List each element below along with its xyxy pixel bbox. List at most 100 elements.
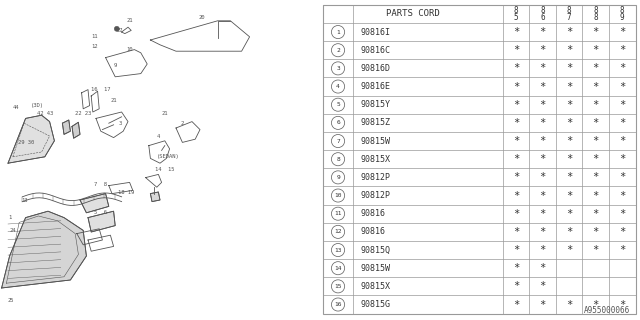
Text: 14: 14	[334, 266, 342, 271]
Text: *: *	[619, 82, 625, 92]
Text: 21: 21	[127, 18, 133, 23]
Text: *: *	[566, 63, 572, 73]
Text: 3: 3	[336, 66, 340, 71]
Text: *: *	[593, 63, 599, 73]
Text: 44: 44	[13, 105, 19, 110]
Text: 2: 2	[180, 121, 184, 126]
Text: *: *	[593, 27, 599, 37]
Text: *: *	[619, 118, 625, 128]
Text: 7: 7	[567, 13, 572, 22]
Text: *: *	[619, 45, 625, 55]
Text: 8: 8	[514, 6, 518, 15]
Text: 3: 3	[118, 121, 122, 126]
Polygon shape	[80, 194, 109, 213]
Text: *: *	[619, 209, 625, 219]
Text: *: *	[513, 100, 519, 110]
Text: *: *	[513, 27, 519, 37]
Text: 21: 21	[110, 98, 117, 103]
Polygon shape	[8, 115, 54, 163]
Text: *: *	[513, 227, 519, 237]
Text: 11: 11	[91, 34, 98, 39]
Text: 14  15: 14 15	[155, 167, 175, 172]
Text: 27: 27	[116, 28, 124, 33]
Text: *: *	[566, 27, 572, 37]
Text: *: *	[619, 190, 625, 201]
Text: *: *	[540, 82, 546, 92]
Text: *: *	[593, 154, 599, 164]
Text: 25: 25	[8, 298, 15, 303]
Text: 90816E: 90816E	[361, 82, 390, 91]
Text: 90816I: 90816I	[361, 28, 390, 36]
Text: 8: 8	[593, 13, 598, 22]
Text: 90812P: 90812P	[361, 191, 390, 200]
Polygon shape	[88, 211, 115, 232]
Text: 16  17: 16 17	[91, 87, 111, 92]
Text: *: *	[593, 172, 599, 182]
Text: 90815X: 90815X	[361, 155, 390, 164]
Text: 90816D: 90816D	[361, 64, 390, 73]
Text: *: *	[593, 136, 599, 146]
Text: 90816C: 90816C	[361, 46, 390, 55]
Text: *: *	[566, 300, 572, 309]
Text: *: *	[540, 190, 546, 201]
Text: 90812P: 90812P	[361, 173, 390, 182]
Text: *: *	[566, 172, 572, 182]
Text: 5  6: 5 6	[95, 210, 108, 215]
Text: 1: 1	[8, 215, 12, 220]
Text: 90816: 90816	[361, 227, 386, 236]
Text: *: *	[540, 172, 546, 182]
Text: 5: 5	[336, 102, 340, 107]
Text: *: *	[540, 27, 546, 37]
Text: 4: 4	[336, 84, 340, 89]
Text: 1: 1	[336, 29, 340, 35]
Text: *: *	[513, 209, 519, 219]
Text: *: *	[540, 100, 546, 110]
Polygon shape	[150, 192, 160, 202]
Text: 6: 6	[336, 120, 340, 125]
Text: *: *	[566, 82, 572, 92]
Text: (SEDAN): (SEDAN)	[157, 154, 180, 159]
Text: A955000066: A955000066	[584, 306, 630, 315]
Text: 8: 8	[593, 6, 598, 15]
Text: *: *	[513, 45, 519, 55]
Text: *: *	[619, 100, 625, 110]
Text: *: *	[513, 82, 519, 92]
Text: *: *	[593, 82, 599, 92]
Text: 22 23: 22 23	[76, 111, 92, 116]
Text: *: *	[540, 263, 546, 273]
Text: *: *	[566, 154, 572, 164]
Text: *: *	[513, 190, 519, 201]
Text: 90816: 90816	[361, 209, 386, 218]
Text: 2: 2	[336, 48, 340, 53]
Text: *: *	[593, 118, 599, 128]
Text: *: *	[540, 45, 546, 55]
Text: 21: 21	[161, 111, 168, 116]
Text: *: *	[540, 227, 546, 237]
Polygon shape	[2, 211, 86, 288]
Text: 13: 13	[20, 197, 28, 203]
Text: 8: 8	[540, 6, 545, 15]
Text: 90815X: 90815X	[361, 282, 390, 291]
Text: *: *	[566, 227, 572, 237]
Text: 13: 13	[334, 248, 342, 252]
Text: *: *	[540, 63, 546, 73]
Text: *: *	[593, 100, 599, 110]
Text: *: *	[593, 300, 599, 309]
Text: 11: 11	[334, 211, 342, 216]
Text: 90815Q: 90815Q	[361, 245, 390, 254]
Text: *: *	[513, 136, 519, 146]
Text: *: *	[566, 136, 572, 146]
Text: *: *	[619, 227, 625, 237]
Text: *: *	[593, 245, 599, 255]
Text: *: *	[513, 300, 519, 309]
Text: *: *	[513, 118, 519, 128]
Text: *: *	[513, 263, 519, 273]
Text: 90815W: 90815W	[361, 137, 390, 146]
Text: 12: 12	[91, 44, 98, 49]
Text: *: *	[619, 63, 625, 73]
Text: *: *	[513, 245, 519, 255]
Text: *: *	[619, 136, 625, 146]
Text: 29 30: 29 30	[18, 140, 34, 145]
Text: *: *	[540, 136, 546, 146]
Text: 42 43: 42 43	[37, 111, 53, 116]
